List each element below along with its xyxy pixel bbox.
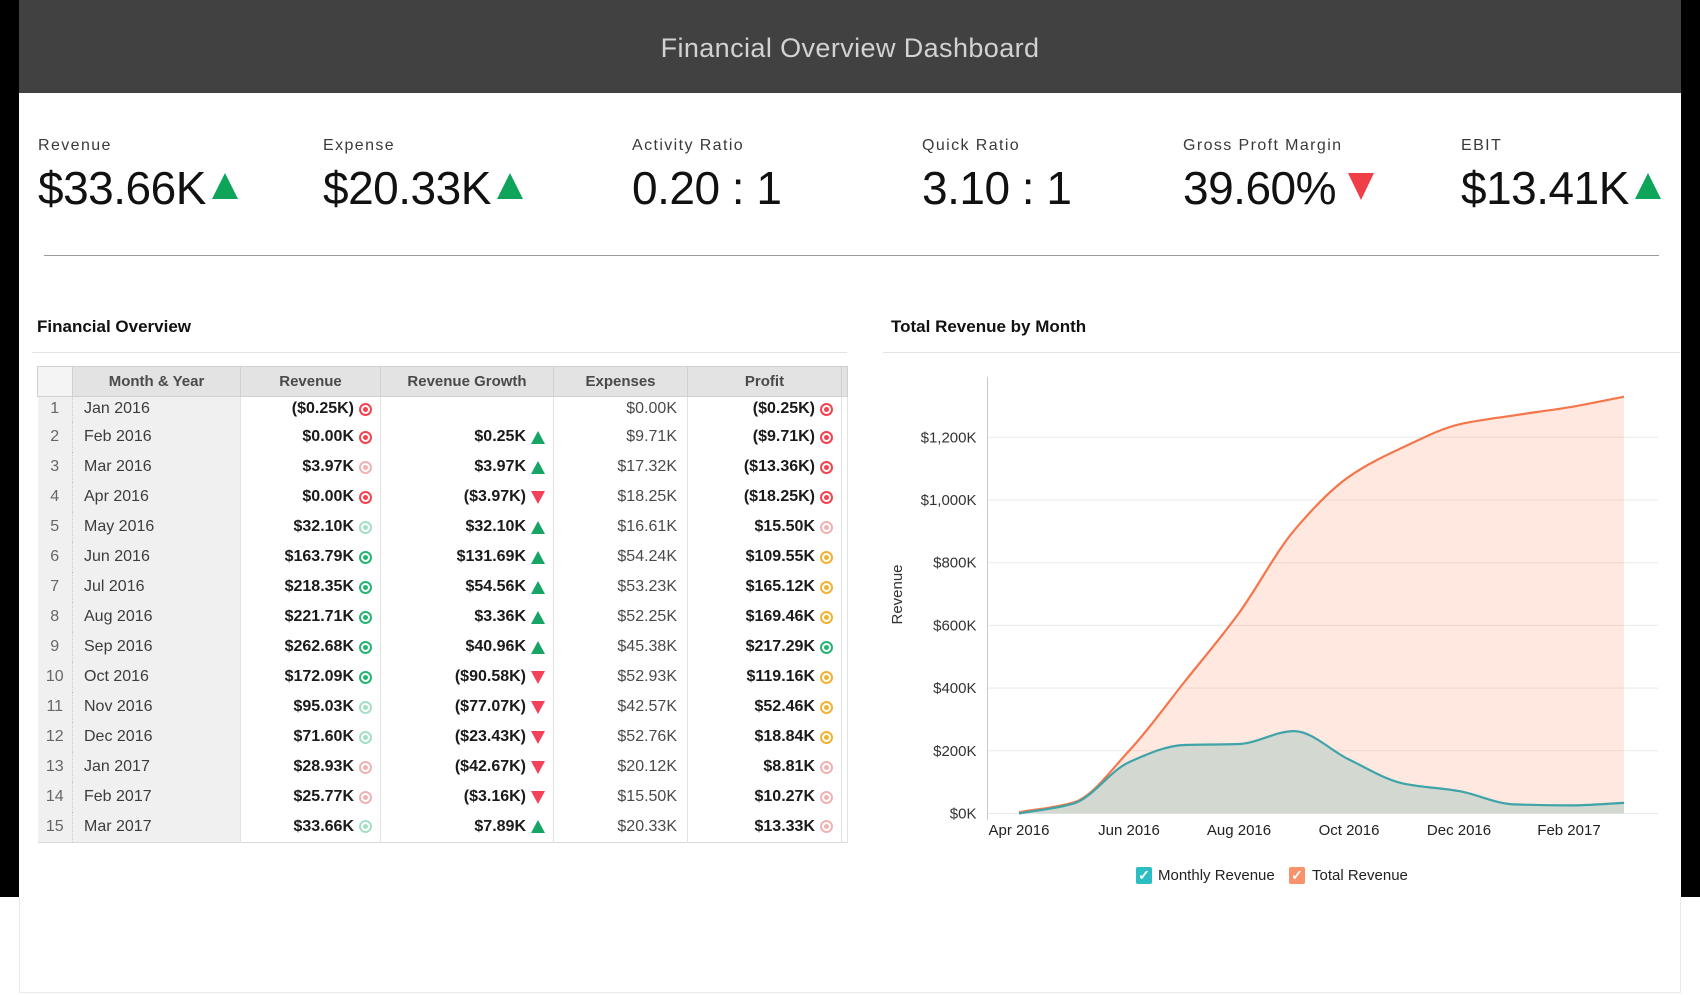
svg-text:Revenue: Revenue [889, 564, 906, 624]
svg-text:Aug 2016: Aug 2016 [1207, 822, 1271, 839]
svg-text:Jun 2016: Jun 2016 [1098, 822, 1160, 839]
svg-text:Apr 2016: Apr 2016 [989, 822, 1050, 839]
svg-text:Dec 2016: Dec 2016 [1427, 822, 1491, 839]
svg-text:$1,200K: $1,200K [921, 429, 977, 446]
svg-text:$1,000K: $1,000K [921, 492, 977, 509]
svg-text:Oct 2016: Oct 2016 [1319, 822, 1380, 839]
svg-text:Feb 2017: Feb 2017 [1537, 822, 1600, 839]
svg-text:$0K: $0K [950, 806, 977, 823]
svg-text:$400K: $400K [933, 680, 976, 697]
svg-text:$200K: $200K [933, 743, 976, 760]
svg-text:$600K: $600K [933, 617, 976, 634]
svg-text:$800K: $800K [933, 555, 976, 572]
